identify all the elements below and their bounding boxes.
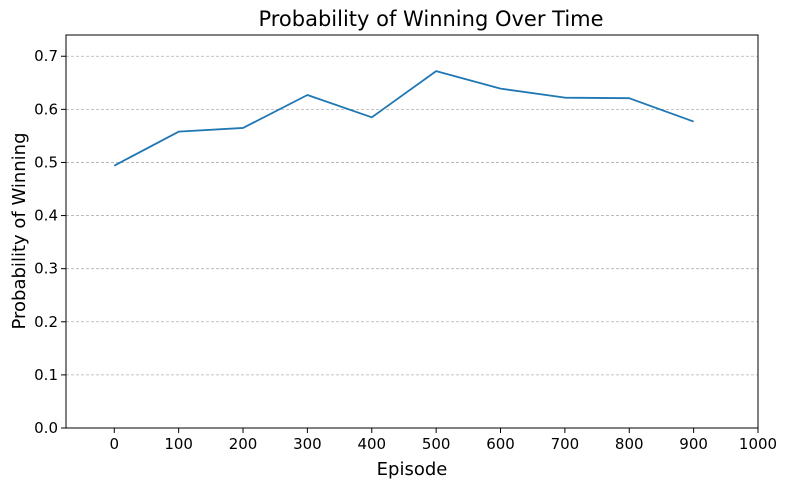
x-tick-label: 200 bbox=[229, 435, 258, 453]
x-tick-label: 700 bbox=[551, 435, 580, 453]
x-tick-label: 800 bbox=[615, 435, 644, 453]
x-tick-label: 100 bbox=[164, 435, 193, 453]
x-axis-title: Episode bbox=[377, 459, 448, 480]
series-layer bbox=[113, 70, 694, 167]
x-tick-label: 0 bbox=[110, 435, 120, 453]
grid bbox=[66, 55, 758, 429]
series-line bbox=[113, 70, 694, 167]
y-tick-label: 0.7 bbox=[34, 47, 58, 65]
plot-frame bbox=[65, 34, 759, 429]
y-tick-label: 0.3 bbox=[34, 260, 58, 278]
y-tick-label: 0.0 bbox=[34, 419, 58, 437]
x-tick-label: 600 bbox=[486, 435, 515, 453]
x-tick-label: 300 bbox=[293, 435, 322, 453]
chart-title: Probability of Winning Over Time bbox=[258, 7, 603, 31]
y-tick-label: 0.1 bbox=[34, 366, 58, 384]
x-tick-label: 500 bbox=[422, 435, 451, 453]
y-tick-label: 0.4 bbox=[34, 207, 58, 225]
axes: 0.0 0.1 0.2 0.3 0.4 0.5 0.6 0.7 0 100 200 300 400 500… bbox=[34, 47, 777, 453]
x-tick-label: 1000 bbox=[739, 435, 777, 453]
x-tick-label: 900 bbox=[679, 435, 708, 453]
y-tick-label: 0.6 bbox=[34, 100, 58, 118]
x-tick-label: 400 bbox=[357, 435, 386, 453]
y-tick-label: 0.5 bbox=[34, 153, 58, 171]
y-axis-title: Probability of Winning bbox=[9, 133, 30, 330]
y-tick-label: 0.2 bbox=[34, 313, 58, 331]
